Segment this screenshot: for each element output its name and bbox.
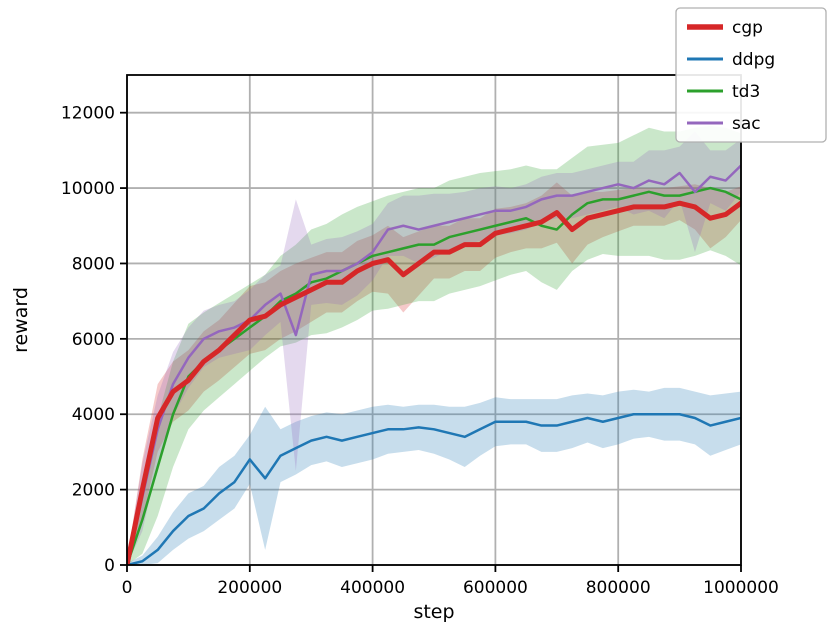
plot-area [127, 125, 741, 565]
legend: cgp ddpg td3 sac [675, 7, 827, 143]
band-cgp [127, 182, 741, 565]
x-tick-label: 1000000 [703, 578, 779, 598]
axes-spines [126, 74, 742, 566]
x-tick-label: 200000 [217, 578, 282, 598]
x-tick-label: 400000 [340, 578, 405, 598]
y-tick-label: 2000 [72, 481, 115, 501]
x-tick-label: 600000 [463, 578, 528, 598]
legend-label-ddpg: ddpg [732, 50, 775, 70]
legend-box [675, 7, 827, 143]
y-tick-label: 8000 [72, 254, 115, 274]
x-tick-label: 0 [122, 578, 133, 598]
legend-label-cgp: cgp [732, 18, 763, 38]
x-axis-label: step [413, 601, 454, 623]
band-td3 [127, 125, 741, 565]
y-tick-label: 10000 [61, 179, 115, 199]
y-tick-label: 4000 [72, 405, 115, 425]
y-tick-label: 12000 [61, 104, 115, 124]
x-tick-label: 800000 [586, 578, 651, 598]
y-tick-label: 0 [104, 556, 115, 576]
legend-label-td3: td3 [732, 82, 760, 102]
legend-label-sac: sac [732, 114, 761, 134]
series-line-cgp [127, 200, 741, 565]
y-tick-label: 6000 [72, 330, 115, 350]
series-line-sac [127, 164, 741, 565]
y-axis-label: reward [10, 287, 32, 353]
series-line-ddpg [127, 412, 741, 565]
band-ddpg [127, 387, 741, 565]
